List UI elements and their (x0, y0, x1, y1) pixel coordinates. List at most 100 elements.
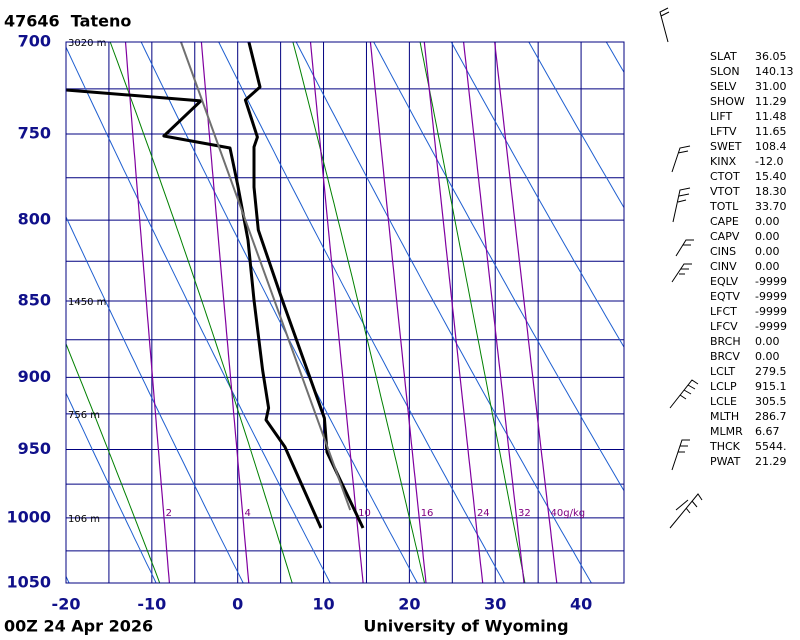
parameter-name: BRCH (710, 335, 741, 348)
height-label: 756 m (68, 410, 100, 421)
parameter-value: 286.7 (755, 410, 787, 423)
parameter-value: 0.00 (755, 350, 780, 363)
wind-barb (669, 493, 703, 529)
x-tick-label: 0 (232, 595, 243, 614)
parameter-value: -9999 (755, 305, 787, 318)
moist-adiabat (109, 42, 293, 583)
parameter-value: 33.70 (755, 200, 787, 213)
parameter-name: TOTL (709, 200, 739, 213)
mixing-ratio-line (200, 42, 250, 583)
parameter-name: SWET (710, 140, 742, 153)
title: 47646 Tateno (4, 12, 131, 31)
dry-adiabat (218, 42, 505, 583)
y-tick-label: 1000 (6, 507, 51, 526)
parameter-name: EQLV (710, 275, 739, 288)
y-tick-label: 850 (18, 291, 51, 310)
y-tick-label: 800 (18, 210, 51, 229)
wind-barbs (659, 7, 703, 529)
parameter-name: LCLP (710, 380, 737, 393)
parameter-value: 108.4 (755, 140, 787, 153)
parameter-name: CAPE (710, 215, 739, 228)
parameter-value: 11.48 (755, 110, 787, 123)
sounding-trace (66, 88, 323, 529)
mixing-ratio-label: 10 (358, 508, 371, 519)
sounding-trace (243, 42, 365, 529)
parameter-name: CINV (710, 260, 737, 273)
dry-adiabat (528, 42, 624, 209)
wind-barb (671, 439, 690, 471)
mixing-ratio-line (309, 42, 364, 583)
mixing-ratio-line (463, 42, 525, 583)
parameter-name: LFCT (710, 305, 737, 318)
mixing-ratio-line (423, 42, 484, 583)
parameter-value: -9999 (755, 320, 787, 333)
mixing-ratio-line (369, 42, 427, 583)
parameter-value: 915.1 (755, 380, 787, 393)
parameter-value: -12.0 (755, 155, 783, 168)
parameter-value: 0.00 (755, 245, 780, 258)
station-parameters: SLAT 36.05 SLON 140.13 SELV 31.00 SHOW 11.29 LIF… (709, 50, 794, 468)
parameter-name: CTOT (710, 170, 740, 183)
parameter-name: VTOT (710, 185, 740, 198)
height-label: 1450 m (68, 297, 106, 308)
y-tick-label: 750 (18, 124, 51, 143)
mixing-ratio-label: 2 (166, 508, 172, 519)
x-tick-label: 20 (398, 595, 420, 614)
parameter-name: THCK (709, 440, 741, 453)
y-tick-label: 950 (18, 439, 51, 458)
y-tick-label: 700 (18, 32, 51, 51)
parameter-name: CAPV (710, 230, 740, 243)
x-tick-label: -10 (137, 595, 166, 614)
moist-adiabat (66, 342, 161, 583)
parameter-value: 36.05 (755, 50, 787, 63)
mixing-ratio-label: 4 (245, 508, 251, 519)
parameter-name: LCLE (710, 395, 737, 408)
mixing-ratio-label: 16 (421, 508, 434, 519)
wind-barb (669, 379, 699, 409)
parameter-name: SHOW (710, 95, 745, 108)
parameter-name: LCLT (710, 365, 735, 378)
credit: University of Wyoming (363, 617, 568, 636)
parameter-name: BRCV (710, 350, 740, 363)
x-tick-label: 10 (312, 595, 334, 614)
wind-barb (659, 7, 670, 43)
parameter-name: CINS (710, 245, 736, 258)
dry-adiabat (373, 42, 624, 492)
parameter-value: 279.5 (755, 365, 787, 378)
parameter-value: 140.13 (755, 65, 794, 78)
height-label: 106 m (68, 514, 100, 525)
parameter-value: 11.65 (755, 125, 787, 138)
wind-barb (675, 239, 694, 257)
parameter-value: 6.67 (755, 425, 780, 438)
parameter-value: 15.40 (755, 170, 787, 183)
wind-barb (672, 187, 691, 223)
parameter-name: EQTV (710, 290, 740, 303)
parameter-value: 31.00 (755, 80, 787, 93)
parameter-value: -9999 (755, 290, 787, 303)
y-tick-label: 1050 (6, 573, 51, 592)
parameter-name: LFCV (710, 320, 738, 333)
time-label: 00Z 24 Apr 2026 (4, 617, 153, 636)
parameter-name: SLON (710, 65, 740, 78)
parameter-value: 0.00 (755, 230, 780, 243)
dry-adiabat (66, 215, 244, 583)
parameter-name: PWAT (710, 455, 741, 468)
profiles (66, 42, 365, 529)
parameter-name: SLAT (710, 50, 737, 63)
parameter-value: -9999 (755, 275, 787, 288)
mixing-ratio-label: 32 (518, 508, 531, 519)
mixing-ratio-label: 40g/kg (551, 508, 586, 519)
parameter-name: MLTH (710, 410, 739, 423)
x-tick-label: -20 (52, 595, 81, 614)
background-lines (66, 42, 624, 583)
mixing-ratio-line (124, 42, 170, 583)
parameter-name: LFTV (710, 125, 737, 138)
moist-adiabat (419, 42, 526, 583)
mixing-ratio-line (494, 42, 558, 583)
parameter-name: SELV (710, 80, 737, 93)
parameter-value: 5544. (755, 440, 787, 453)
